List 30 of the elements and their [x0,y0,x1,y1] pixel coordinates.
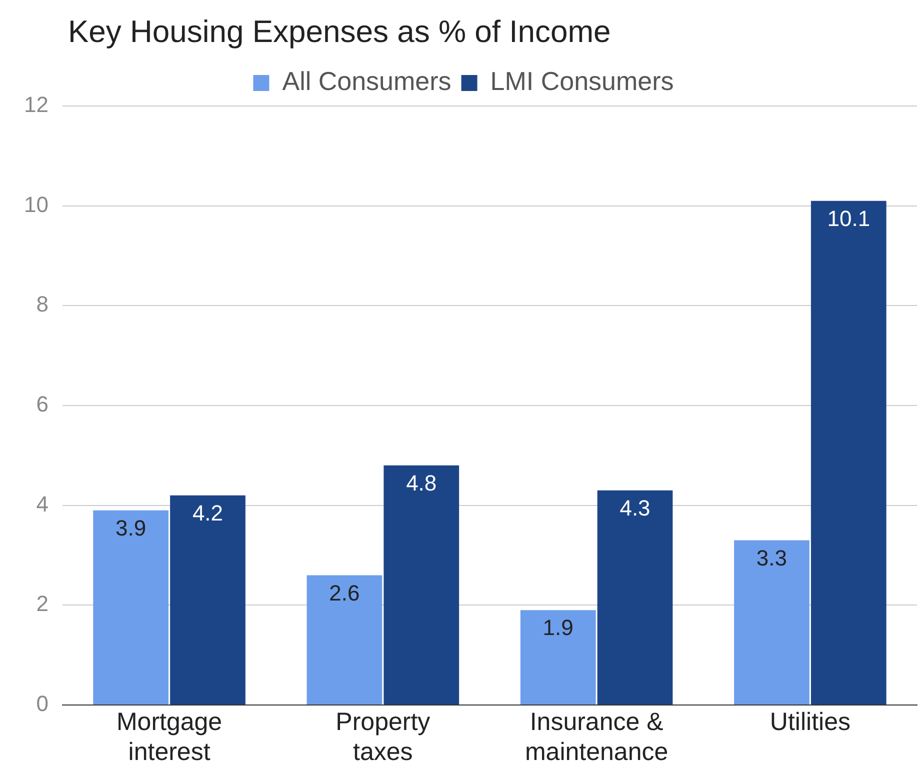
bar [734,540,810,704]
x-tick-label: Property taxes [336,708,431,766]
chart-title: Key Housing Expenses as % of Income [68,14,611,50]
bar [810,200,886,704]
bar [306,575,382,704]
data-label: 4.2 [192,500,224,526]
y-tick-label: 8 [36,292,48,317]
data-label: 2.6 [329,580,360,606]
data-label: 3.3 [756,545,788,570]
y-tick-label: 12 [24,92,48,118]
y-tick-label: 0 [36,691,48,716]
legend-label: LMI Consumers [490,66,674,96]
data-label: 10.1 [827,206,870,231]
y-tick-label: 4 [36,491,48,516]
y-tick-label: 10 [24,192,48,217]
x-tick-label: Utilities [770,708,850,736]
data-label: 3.9 [116,515,146,540]
x-tick-label: Insurance & maintenance [524,708,668,766]
bar [520,610,596,704]
data-label: 4.3 [620,495,650,520]
bar [384,465,460,704]
y-tick-label: 6 [36,392,48,417]
y-tick-label: 2 [36,591,48,616]
data-label: 4.8 [406,470,437,496]
bar [597,490,673,704]
bar [93,510,169,704]
x-tick-label: Mortgage interest [116,708,222,766]
bar [170,495,246,704]
legend-label: All Consumers [282,66,452,96]
data-label: 1.9 [542,615,574,640]
